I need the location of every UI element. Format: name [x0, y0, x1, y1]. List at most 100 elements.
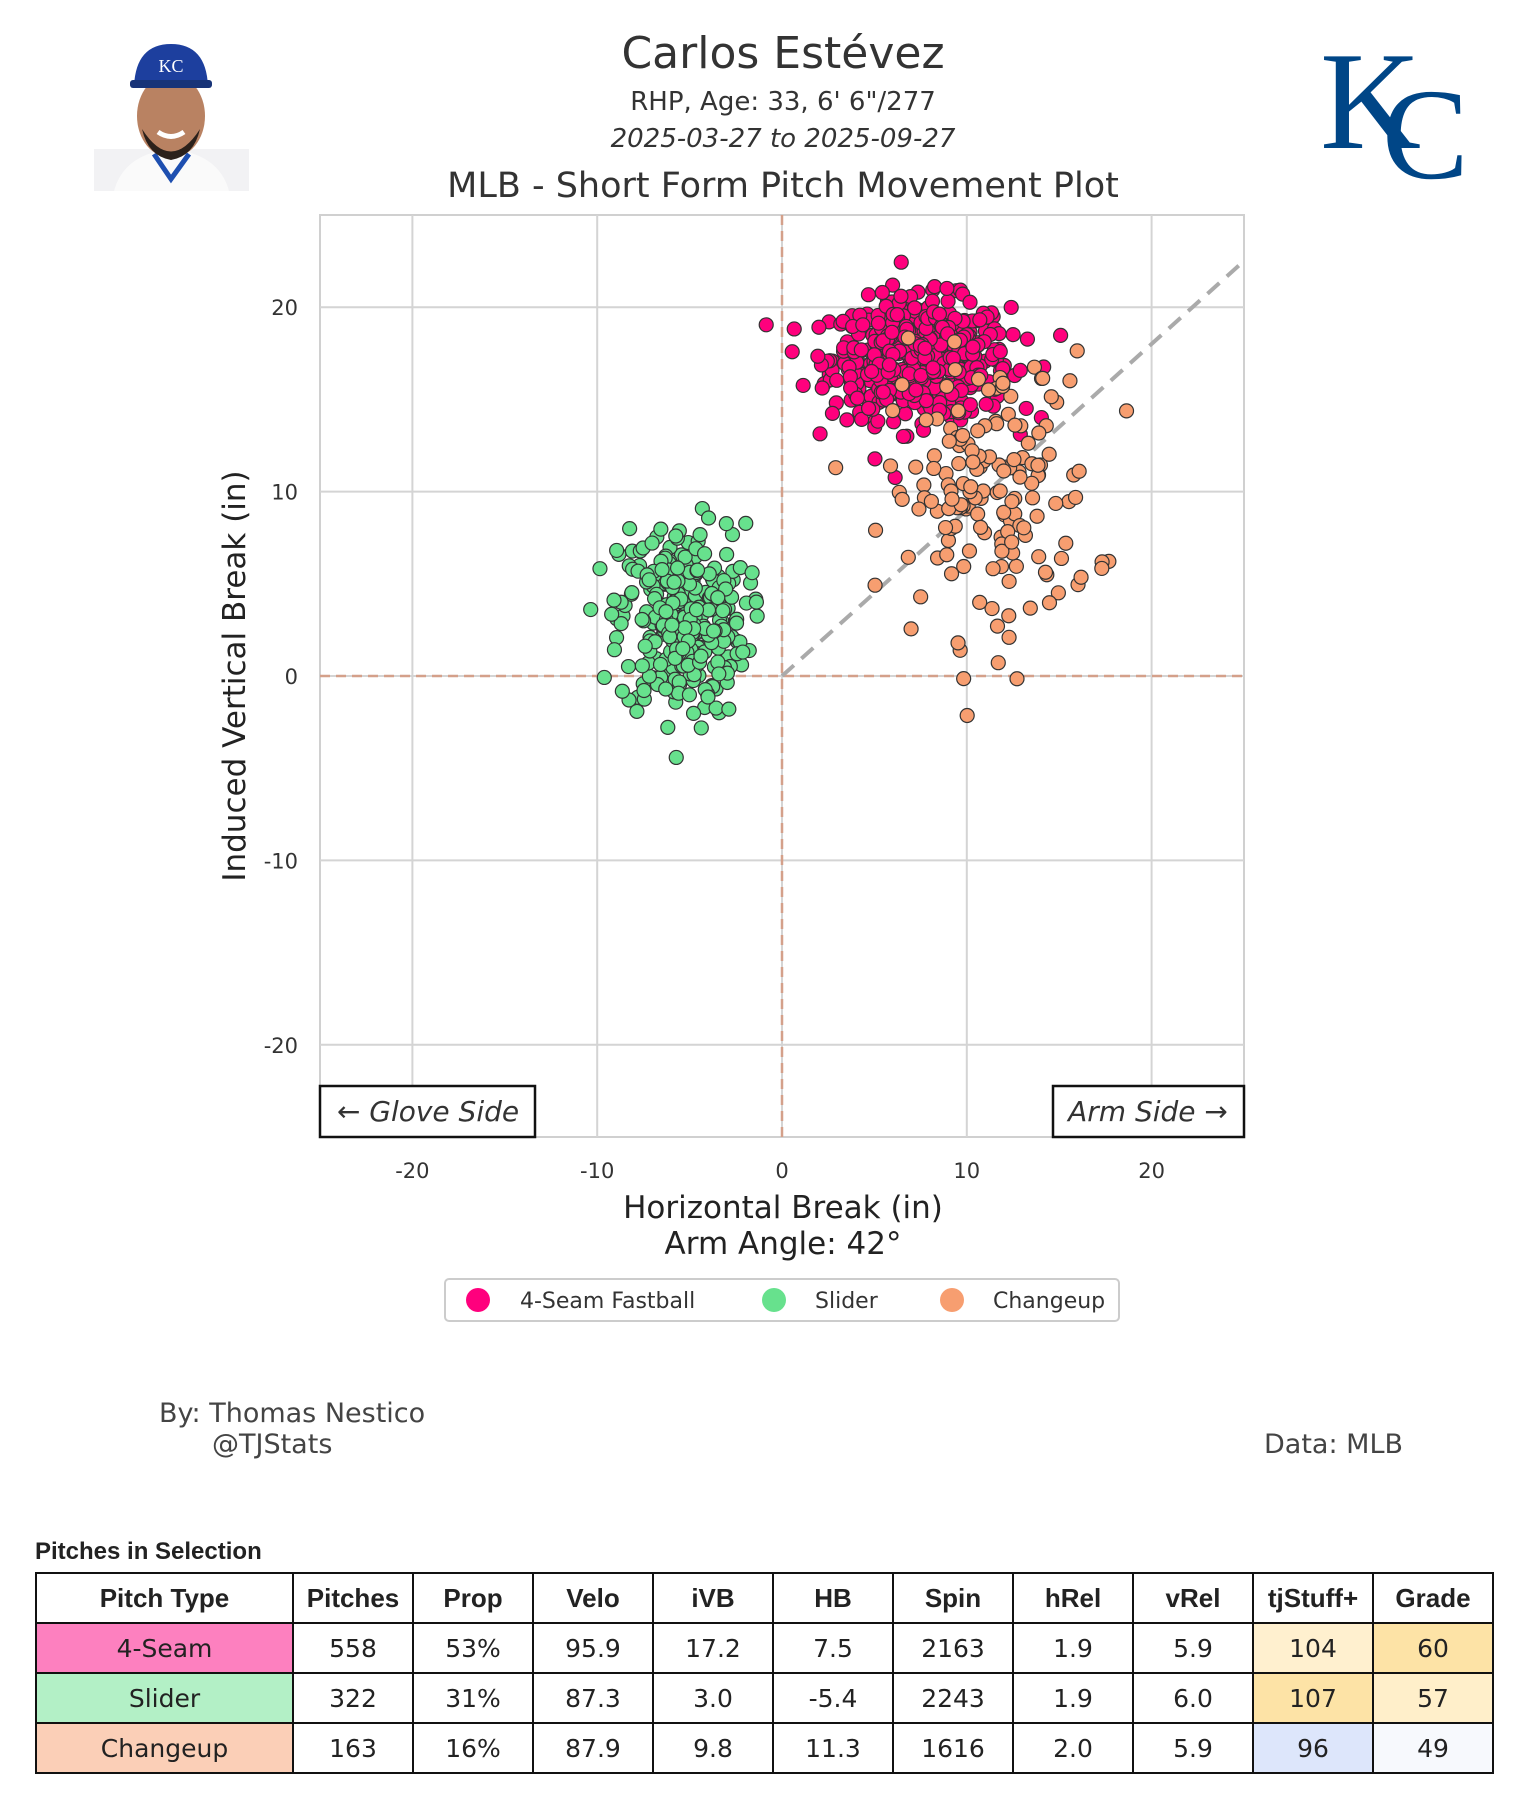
data-point — [908, 459, 924, 475]
legend-label: Slider — [815, 1289, 879, 1314]
data-point — [641, 572, 657, 588]
data-point — [1003, 299, 1019, 316]
data-point — [705, 623, 722, 639]
data-point — [784, 344, 800, 360]
data-point — [1094, 560, 1110, 577]
data-point — [824, 405, 841, 422]
data-point — [972, 594, 988, 610]
data-point — [1005, 327, 1021, 343]
data-point — [689, 562, 706, 578]
data-point — [893, 254, 909, 270]
data-point — [669, 560, 686, 576]
data-point — [900, 549, 916, 565]
column-header: Spin — [892, 1572, 1014, 1624]
data-point — [1062, 373, 1078, 389]
data-point — [1069, 343, 1085, 359]
table-cell: Slider — [35, 1672, 294, 1724]
arm-side-box — [1051, 1084, 1246, 1139]
data-point — [693, 648, 709, 664]
data-point — [1071, 463, 1087, 479]
data-point — [744, 565, 760, 581]
data-point — [885, 402, 901, 419]
table-cell: 5.9 — [1132, 1622, 1254, 1674]
data-point — [963, 479, 979, 495]
data-point — [622, 521, 638, 537]
data-point — [943, 566, 960, 582]
data-point — [606, 642, 623, 658]
data-point — [749, 608, 765, 624]
table-cell: 104 — [1252, 1622, 1374, 1674]
data-point — [614, 683, 630, 699]
data-point — [693, 720, 709, 736]
data-point — [961, 543, 978, 559]
data-point — [860, 400, 877, 416]
data-point — [637, 638, 653, 654]
data-point — [937, 519, 954, 536]
data-point — [911, 501, 927, 517]
column-header: vRel — [1132, 1572, 1254, 1624]
legend-marker — [762, 1288, 786, 1312]
data-point — [860, 287, 877, 303]
x-tick-label: 10 — [953, 1159, 980, 1183]
data-point — [675, 640, 691, 657]
data-point — [688, 602, 705, 618]
data-point — [1007, 417, 1023, 433]
data-point — [653, 521, 669, 537]
data-point — [925, 360, 941, 376]
data-point — [667, 650, 683, 666]
y-tick-label: 10 — [271, 481, 298, 505]
data-point — [1001, 608, 1017, 624]
data-point — [870, 315, 887, 331]
data-point — [1006, 452, 1022, 468]
data-point — [867, 522, 884, 538]
data-point — [931, 306, 948, 322]
data-point — [644, 535, 660, 551]
data-point — [596, 669, 612, 686]
y-tick-label: 0 — [285, 665, 298, 689]
player-name: Carlos Estévez — [621, 28, 945, 79]
data-point — [916, 477, 932, 493]
data-point — [913, 589, 929, 605]
table-cell: 1.9 — [1012, 1622, 1134, 1674]
y-axis-label: Induced Vertical Break (in) — [217, 470, 253, 881]
table-cell: 95.9 — [532, 1622, 654, 1674]
data-point — [604, 606, 620, 622]
data-point — [1053, 550, 1070, 567]
data-point — [855, 317, 871, 333]
data-point — [1029, 508, 1045, 524]
data-point — [1050, 585, 1066, 601]
data-point — [939, 280, 955, 297]
data-point — [995, 375, 1011, 391]
data-point — [658, 604, 674, 620]
data-point — [715, 603, 731, 619]
data-point — [884, 324, 900, 340]
data-point — [810, 348, 826, 364]
data-point — [1041, 446, 1057, 462]
data-point — [985, 561, 1001, 577]
table-cell: 87.9 — [532, 1722, 654, 1774]
data-point — [811, 319, 827, 335]
data-point — [1031, 425, 1047, 441]
legend-label: Changeup — [993, 1289, 1105, 1314]
data-point — [1018, 400, 1034, 417]
legend-label: 4-Seam Fastball — [520, 1289, 695, 1314]
data-point — [950, 403, 966, 419]
data-point — [700, 510, 717, 526]
data-point — [652, 656, 669, 673]
data-point — [950, 635, 966, 651]
data-point — [918, 412, 934, 428]
svg-text:C: C — [1382, 63, 1469, 190]
table-cell: 1.9 — [1012, 1672, 1134, 1724]
data-point — [758, 317, 774, 333]
table-cell: 53% — [412, 1622, 534, 1674]
data-point — [962, 397, 978, 413]
data-point — [1004, 534, 1020, 550]
data-point — [881, 357, 897, 373]
data-point — [1022, 600, 1038, 616]
data-point — [692, 527, 708, 543]
data-point — [1020, 435, 1036, 451]
data-point — [994, 543, 1010, 559]
data-point — [828, 460, 844, 476]
y-tick-label: -10 — [264, 849, 298, 873]
data-point — [956, 558, 972, 575]
